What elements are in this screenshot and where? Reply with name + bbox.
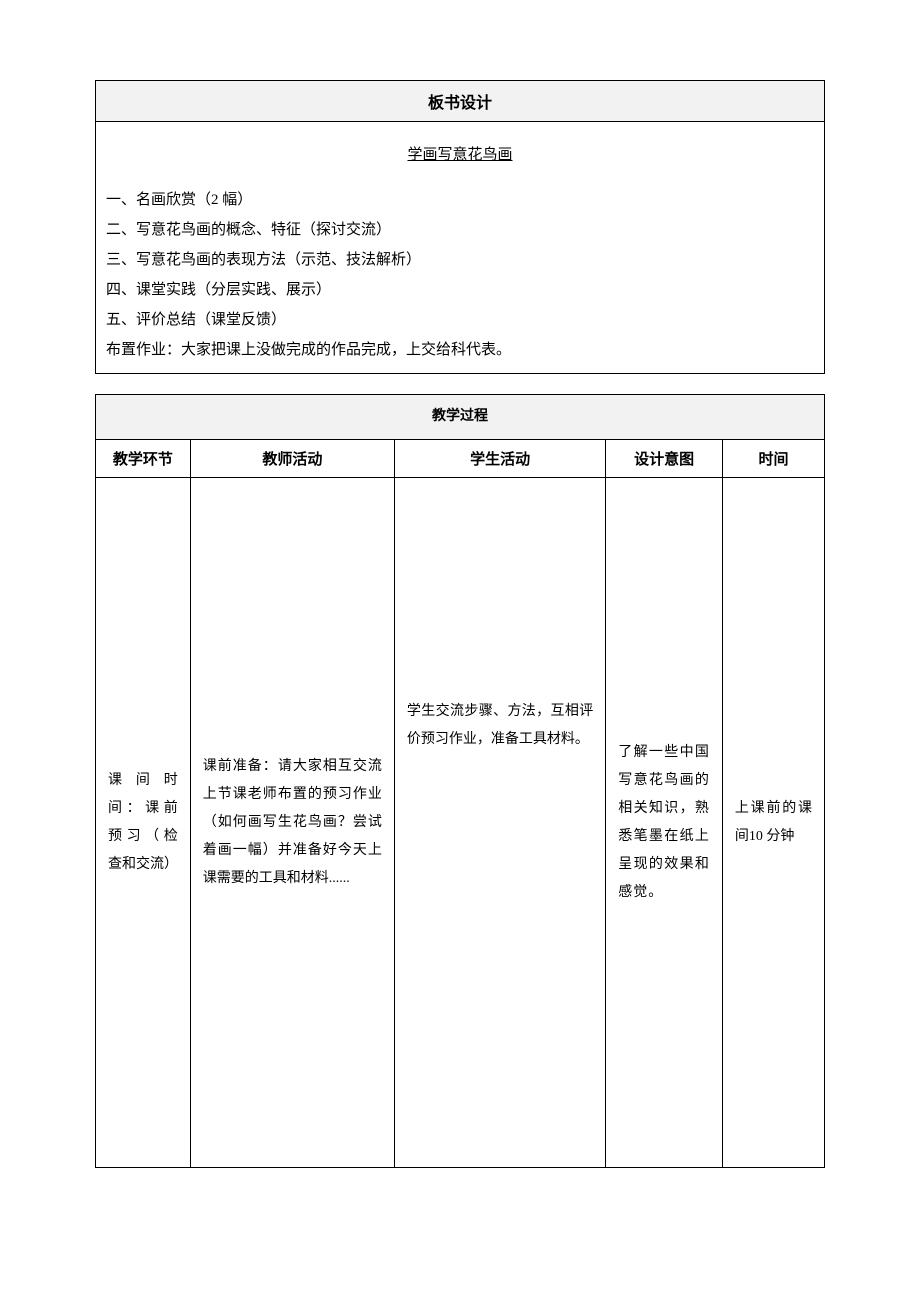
student-activity-cell: 学生交流步骤、方法，互相评价预习作业，准备工具材料。 [394,478,605,1168]
homework-line: 布置作业：大家把课上没做完成的作品完成，上交给科代表。 [106,335,814,365]
stage-cell: 课间时间：课前预习（检查和交流） [96,478,191,1168]
board-design-content: 学画写意花鸟画 一、名画欣赏（2 幅） 二、写意花鸟画的概念、特征（探讨交流） … [96,122,825,374]
teacher-activity-cell: 课前准备：请大家相互交流上节课老师布置的预习作业（如何画写生花鸟画？尝试着画一幅… [190,478,394,1168]
teaching-process-table: 教学过程 教学环节 教师活动 学生活动 设计意图 时间 课间时间：课前预习（检查… [95,394,825,1168]
table-row: 课间时间：课前预习（检查和交流） 课前准备：请大家相互交流上节课老师布置的预习作… [96,478,825,1168]
outline-item-1: 一、名画欣赏（2 幅） [106,185,814,215]
col-header-time: 时间 [722,440,824,478]
column-headers-row: 教学环节 教师活动 学生活动 设计意图 时间 [96,440,825,478]
design-intent-cell: 了解一些中国写意花鸟画的相关知识，熟悉笔墨在纸上呈现的效果和感觉。 [606,478,723,1168]
col-header-stage: 教学环节 [96,440,191,478]
outline-item-3: 三、写意花鸟画的表现方法（示范、技法解析） [106,245,814,275]
outline-item-4: 四、课堂实践（分层实践、展示） [106,275,814,305]
col-header-student: 学生活动 [394,440,605,478]
lesson-title: 学画写意花鸟画 [106,140,814,170]
col-header-design: 设计意图 [606,440,723,478]
board-design-header: 板书设计 [96,81,825,122]
col-header-teacher: 教师活动 [190,440,394,478]
teaching-process-header: 教学过程 [96,395,825,440]
time-cell: 上课前的课间10 分钟 [722,478,824,1168]
document-table: 板书设计 学画写意花鸟画 一、名画欣赏（2 幅） 二、写意花鸟画的概念、特征（探… [95,80,825,374]
outline-item-2: 二、写意花鸟画的概念、特征（探讨交流） [106,215,814,245]
outline-item-5: 五、评价总结（课堂反馈） [106,305,814,335]
